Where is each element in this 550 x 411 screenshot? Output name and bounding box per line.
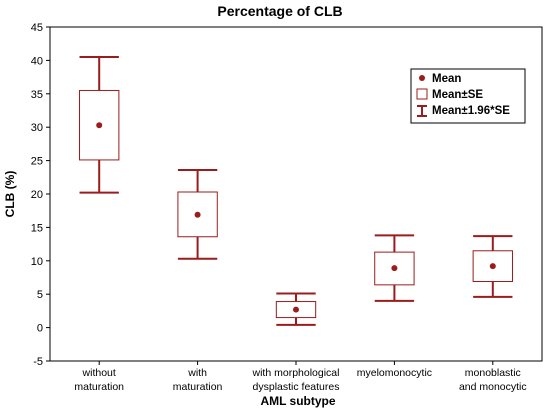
box-group [275, 292, 317, 326]
y-tick-label: 25 [31, 156, 43, 168]
x-axis: without maturation with maturation with morp… [74, 361, 527, 393]
x-axis-label: AML subtype [260, 394, 335, 408]
y-tick-label: 15 [31, 222, 43, 234]
legend-mean-marker [419, 75, 425, 81]
y-axis-label: CLB (%) [3, 171, 17, 218]
y-tick-label: 0 [37, 323, 43, 335]
legend-box [410, 68, 526, 124]
x-tick-label: maturation [74, 381, 124, 393]
legend-ci-marker [417, 105, 427, 117]
legend-se-label: Mean±SE [432, 89, 483, 101]
mean-point [293, 306, 299, 313]
mean-point [194, 211, 201, 218]
y-tick-label: 35 [31, 89, 43, 101]
mean-point [489, 263, 496, 270]
x-tick-label: monoblastic [465, 367, 521, 379]
y-tick-label: 45 [31, 22, 43, 34]
y-tick-label: 10 [31, 256, 43, 268]
x-tick-label: with [187, 367, 207, 379]
legend-ci-label: Mean±1.96*SE [432, 105, 510, 117]
y-tick-label: 5 [37, 289, 43, 301]
x-tick-label: maturation [173, 381, 223, 393]
box-group [374, 234, 415, 302]
mean-point [391, 265, 398, 272]
legend-se-marker [416, 88, 428, 100]
y-tick-label: 20 [31, 189, 43, 201]
box-group [79, 56, 120, 194]
x-tick-label: with morphological [252, 367, 340, 379]
x-tick-label: without [82, 367, 116, 379]
y-axis: -5 0 5 10 15 20 25 30 35 40 45 [31, 22, 50, 368]
y-tick-label: 30 [31, 122, 43, 134]
x-tick-label: dysplastic features [253, 381, 340, 393]
x-tick-label: and monocytic [459, 381, 527, 393]
box-series [79, 56, 513, 326]
box-group [472, 235, 513, 298]
y-tick-label: -5 [33, 356, 43, 368]
box-group [177, 168, 218, 260]
mean-point [96, 122, 103, 129]
y-tick-label: 40 [31, 55, 43, 67]
chart-title: Percentage of CLB [217, 3, 342, 19]
legend: Mean Mean±SE Mean±1.96*SE [410, 68, 526, 124]
x-tick-label: myelomonocytic [357, 367, 432, 379]
legend-mean-label: Mean [432, 73, 461, 85]
